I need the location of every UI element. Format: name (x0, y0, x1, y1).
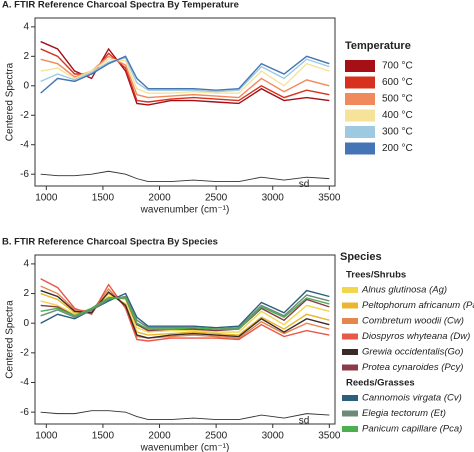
legend-swatch (342, 302, 358, 309)
x-tick-label: 1000 (35, 193, 58, 204)
spectrum-line (40, 58, 330, 94)
x-axis-label: wavenumber (cm⁻¹) (140, 443, 230, 452)
legend-label: 700 °C (382, 61, 413, 72)
legend-swatch (342, 287, 358, 293)
spectrum-line (40, 294, 330, 330)
legend-label: Elegia tectorum (Et) (362, 408, 446, 419)
chart-title: B. FTIR Reference Charcoal Spectra By Sp… (2, 237, 218, 248)
y-tick-label: 2 (23, 288, 29, 299)
x-tick-label: 2500 (205, 193, 228, 204)
legend-swatch (342, 349, 358, 355)
legend-swatch (342, 333, 358, 340)
legend-swatch (345, 142, 375, 155)
legend-label: Combretum woodii (Cw) (362, 316, 464, 327)
legend-label: Panicum capillare (Pca) (362, 424, 462, 435)
spectrum-line (40, 55, 330, 94)
legend-label: Grewia occidentalis(Go) (362, 347, 463, 358)
legend-swatch (342, 318, 358, 324)
sd-line (40, 170, 330, 183)
x-tick-label: 3000 (262, 193, 285, 204)
legend-label: Cannomois virgata (Cv) (362, 393, 462, 404)
x-axis-label: wavenumber (cm⁻¹) (140, 205, 230, 216)
legend-title: Temperature (345, 40, 411, 52)
spectrum-line (40, 56, 330, 93)
y-tick-label: -6 (20, 407, 29, 418)
y-tick-label: 4 (23, 21, 29, 32)
chart-title: A. FTIR Reference Charcoal Spectra By Te… (2, 0, 239, 11)
x-tick-label: 3500 (318, 431, 341, 442)
legend-title: Species (340, 251, 382, 263)
legend-label: Diospyros whyteana (Dw) (362, 331, 470, 342)
x-tick-label: 2000 (148, 193, 171, 204)
legend-swatch (345, 93, 375, 105)
spectrum-line (40, 297, 330, 330)
legend-label: 600 °C (382, 77, 413, 88)
legend-swatch (342, 410, 358, 417)
y-tick-label: -6 (20, 169, 29, 180)
y-tick-label: -2 (20, 347, 29, 358)
legend-group: Trees/Shrubs (346, 270, 406, 281)
x-tick-label: 1500 (92, 431, 115, 442)
x-tick-label: 1500 (92, 193, 115, 204)
legend-group: Reeds/Grasses (346, 378, 415, 389)
x-tick-label: 1000 (35, 431, 58, 442)
plot-frame (34, 254, 336, 425)
legend-swatch (345, 126, 375, 138)
legend-swatch (345, 109, 375, 122)
y-tick-label: -4 (20, 377, 29, 388)
legend-swatch (345, 60, 375, 72)
legend-label: 400 °C (382, 110, 413, 121)
x-tick-label: 3000 (262, 431, 285, 442)
legend-label: 200 °C (382, 143, 413, 154)
y-tick-label: -4 (20, 139, 29, 150)
y-axis-label: Centered Spectra (5, 300, 16, 379)
y-tick-label: 2 (23, 51, 29, 62)
legend-swatch (342, 364, 358, 371)
sd-line (40, 410, 330, 421)
legend-label: 500 °C (382, 94, 413, 105)
y-tick-label: 4 (23, 259, 29, 270)
sd-label: sd (299, 179, 310, 190)
legend-label: 300 °C (382, 127, 413, 138)
x-tick-label: 2000 (148, 431, 171, 442)
legend-label: Alnus glutinosa (Ag) (361, 285, 447, 296)
y-axis-label: Centered Spectra (5, 62, 16, 141)
legend-swatch (345, 76, 375, 89)
legend-swatch (342, 395, 358, 401)
y-tick-label: -2 (20, 110, 29, 121)
y-tick-label: 0 (23, 318, 29, 329)
sd-label: sd (299, 415, 310, 426)
legend-label: Peltophorum africanum (Pa) (362, 300, 474, 311)
plot-frame (34, 17, 336, 187)
y-tick-label: 0 (23, 80, 29, 91)
x-tick-label: 3500 (318, 193, 341, 204)
legend-swatch (342, 426, 358, 432)
x-tick-label: 2500 (205, 431, 228, 442)
legend-label: Protea cynaroides (Pcy) (362, 362, 463, 373)
